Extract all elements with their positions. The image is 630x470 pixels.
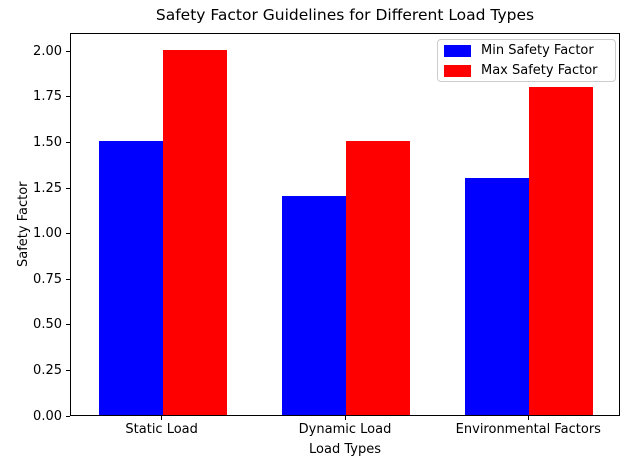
y-tick-mark [66, 233, 70, 235]
legend-swatch [444, 44, 471, 57]
y-tick-label: 1.50 [33, 134, 62, 150]
bar-max-safety-factor-environmental-factors [529, 86, 594, 415]
legend-entry: Min Safety Factor [444, 43, 609, 58]
legend-label: Min Safety Factor [481, 43, 594, 58]
y-tick-label: 2.00 [33, 43, 62, 59]
bar-min-safety-factor-static-load [98, 141, 163, 415]
y-tick-label: 0.75 [33, 271, 62, 287]
legend-swatch [444, 64, 471, 77]
y-tick-mark [66, 141, 70, 143]
bar-max-safety-factor-dynamic-load [346, 141, 411, 415]
y-tick-label: 0.25 [33, 362, 62, 378]
y-tick-label: 1.00 [33, 226, 62, 242]
x-tick-mark [344, 416, 346, 420]
legend: Min Safety Factor Max Safety Factor [437, 39, 616, 82]
y-tick-mark [66, 50, 70, 52]
y-axis-label: Safety Factor [16, 181, 31, 267]
y-tick-mark [66, 415, 70, 417]
plot-area [70, 33, 620, 416]
y-tick-label: 1.75 [33, 89, 62, 105]
x-axis-label: Load Types [309, 442, 381, 457]
y-tick-mark [66, 278, 70, 280]
y-tick-mark [66, 369, 70, 371]
x-tick-mark [527, 416, 529, 420]
x-tick-label: Dynamic Load [298, 422, 392, 437]
bar-min-safety-factor-dynamic-load [281, 196, 346, 415]
x-tick-label: Environmental Factors [455, 422, 601, 437]
y-tick-mark [66, 324, 70, 326]
y-tick-mark [66, 96, 70, 98]
legend-entry: Max Safety Factor [444, 63, 609, 78]
y-tick-label: 0.00 [33, 408, 62, 424]
y-tick-mark [66, 187, 70, 189]
y-tick-label: 1.25 [33, 180, 62, 196]
x-tick-label: Static Load [125, 422, 198, 437]
bar-min-safety-factor-environmental-factors [465, 177, 530, 415]
legend-label: Max Safety Factor [481, 63, 598, 78]
y-tick-label: 0.50 [33, 317, 62, 333]
bar-max-safety-factor-static-load [162, 50, 227, 415]
chart-title: Safety Factor Guidelines for Different L… [155, 6, 535, 24]
x-tick-mark [161, 416, 163, 420]
